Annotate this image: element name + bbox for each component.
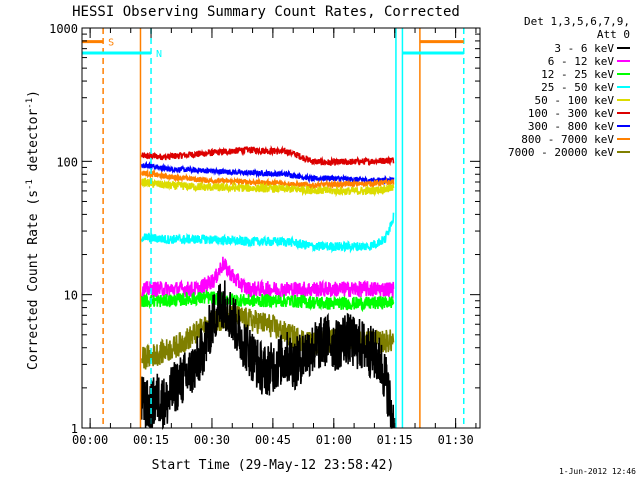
y-axis-label-superscript: -1: [25, 179, 35, 190]
plot-frame: [81, 27, 481, 429]
series-line: [140, 288, 395, 313]
legend-entry-label: 3 - 6 keV: [554, 42, 614, 55]
y-tick-label: 1: [71, 422, 78, 436]
legend-entry-label: 300 - 800 keV: [528, 120, 614, 133]
series-line: [140, 212, 395, 254]
legend-entry-label: 6 - 12 keV: [548, 55, 615, 68]
x-tick-label: 00:15: [133, 433, 169, 447]
timestamp-footer: 1-Jun-2012 12:46: [559, 467, 636, 476]
x-tick-label: 01:15: [377, 433, 413, 447]
y-tick-label: 1000: [49, 22, 78, 36]
series-line: [140, 176, 395, 198]
flag-label: N: [156, 49, 162, 60]
y-tick-label: 10: [64, 289, 78, 303]
y-axis-label: Corrected Count Rate (s-1 detector-1): [25, 90, 41, 370]
x-tick-label: 01:30: [438, 433, 474, 447]
plot-area: SN: [82, 28, 465, 430]
y-axis-label-part: ): [26, 90, 41, 98]
legend-entry-label: 100 - 300 keV: [528, 107, 614, 120]
series-line: [140, 144, 395, 167]
legend-entry-label: 50 - 100 keV: [535, 94, 615, 107]
y-axis-label-part: Corrected Count Rate (s: [26, 190, 41, 370]
x-tick-label: 00:45: [255, 433, 291, 447]
x-tick-label: 01:00: [316, 433, 352, 447]
y-axis-label-superscript: -1: [25, 98, 35, 109]
chart-title: HESSI Observing Summary Count Rates, Cor…: [72, 4, 460, 20]
legend-entry-label: 800 - 7000 keV: [521, 133, 614, 146]
flag-label: S: [108, 38, 114, 49]
legend-entry-label: 25 - 50 keV: [541, 81, 614, 94]
legend-header: Det 1,3,5,6,7,9,: [524, 15, 630, 28]
series-line: [140, 160, 395, 186]
x-tick-label: 00:30: [194, 433, 230, 447]
y-axis-label-part: detector: [26, 109, 41, 180]
axes: 1 10 100 1000 00:00 00:15 00:30 00:45 01:00 01:15…: [49, 22, 481, 447]
y-tick-label: 100: [56, 155, 78, 169]
series-line: [140, 256, 395, 300]
x-tick-label: 00:00: [72, 433, 108, 447]
series-line: [140, 280, 395, 430]
x-axis-label: Start Time (29-May-12 23:58:42): [152, 458, 395, 473]
series-line: [141, 169, 395, 190]
legend-entry-label: 7000 - 20000 keV: [508, 146, 614, 159]
legend-header-att: Att 0: [597, 28, 630, 41]
legend-entry-label: 12 - 25 keV: [541, 68, 614, 81]
